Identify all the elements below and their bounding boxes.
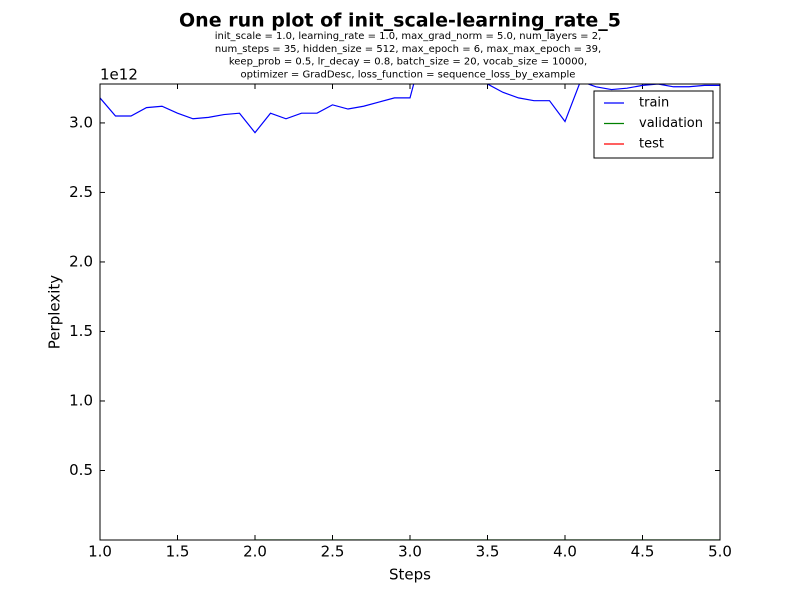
y-axis-label: Perplexity: [46, 275, 64, 349]
y-offset-label: 1e12: [100, 66, 138, 84]
legend-label: test: [639, 137, 664, 152]
x-tick-label: 4.5: [631, 543, 655, 561]
y-tick-label: 3.0: [69, 113, 93, 131]
subtitle-line: init_scale = 1.0, learning_rate = 1.0, m…: [215, 31, 602, 42]
y-tick-label: 1.0: [69, 391, 93, 409]
x-tick-label: 2.5: [321, 543, 345, 561]
legend-box: [593, 90, 714, 159]
x-tick-label: 5.0: [708, 543, 732, 561]
x-tick-label: 1.0: [88, 543, 112, 561]
x-tick-label: 4.0: [553, 543, 577, 561]
y-tick-label: 1.5: [69, 322, 93, 340]
plot-lines: [100, 84, 720, 540]
y-tick-label: 0.5: [69, 461, 93, 479]
y-tick-label: 2.0: [69, 252, 93, 270]
y-tick-label: 2.5: [69, 183, 93, 201]
legend-label: validation: [639, 116, 703, 131]
x-tick-label: 2.0: [243, 543, 267, 561]
x-tick-label: 3.0: [398, 543, 422, 561]
series-line: [100, 84, 720, 134]
x-axis-label: Steps: [389, 566, 431, 584]
x-tick-label: 1.5: [166, 543, 190, 561]
legend-label: train: [639, 96, 669, 111]
x-tick-label: 3.5: [476, 543, 500, 561]
subtitle-line: optimizer = GradDesc, loss_function = se…: [241, 69, 576, 80]
subtitle-line: num_steps = 35, hidden_size = 512, max_e…: [215, 44, 601, 55]
plot-frame: [99, 83, 721, 541]
chart-title: One run plot of init_scale-learning_rate…: [179, 10, 621, 32]
subtitle-line: keep_prob = 0.5, lr_decay = 0.8, batch_s…: [229, 57, 587, 68]
